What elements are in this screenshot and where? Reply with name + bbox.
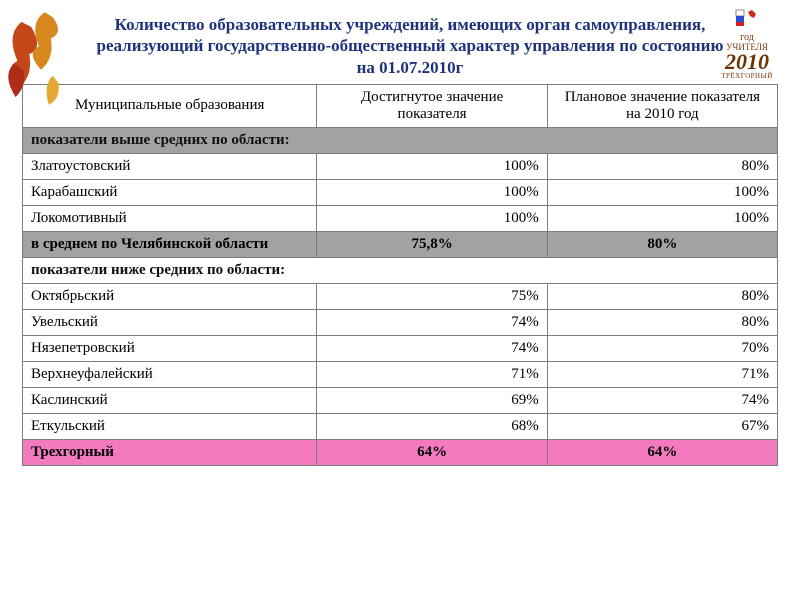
table-row: Еткульский 68% 67% <box>23 413 778 439</box>
table-row: Златоустовский 100% 80% <box>23 153 778 179</box>
achieved-value: 69% <box>317 387 547 413</box>
section-below: показатели ниже средних по области: <box>23 257 778 283</box>
achieved-value: 71% <box>317 361 547 387</box>
avg-plan: 80% <box>547 231 777 257</box>
indicators-table: Муниципальные образования Достигнутое зн… <box>22 84 778 466</box>
muni-name: Увельский <box>23 309 317 335</box>
table-row: Карабашский 100% 100% <box>23 179 778 205</box>
muni-name: Карабашский <box>23 179 317 205</box>
highlight-achieved: 64% <box>317 439 547 465</box>
slide: год УЧИТЕЛЯ 2010 ТРЁХГОРНЫЙ Количество о… <box>0 0 800 600</box>
plan-value: 80% <box>547 283 777 309</box>
table-header-row: Муниципальные образования Достигнутое зн… <box>23 84 778 127</box>
achieved-value: 74% <box>317 335 547 361</box>
avg-name: в среднем по Челябинской области <box>23 231 317 257</box>
plan-value: 80% <box>547 309 777 335</box>
table-row: Каслинский 69% 74% <box>23 387 778 413</box>
table-row: Локомотивный 100% 100% <box>23 205 778 231</box>
achieved-value: 100% <box>317 205 547 231</box>
plan-value: 70% <box>547 335 777 361</box>
col-achieved: Достигнутое значение показателя <box>317 84 547 127</box>
table-row: Увельский 74% 80% <box>23 309 778 335</box>
logo-sub: ТРЁХГОРНЫЙ <box>712 72 782 80</box>
plan-value: 74% <box>547 387 777 413</box>
plan-value: 100% <box>547 179 777 205</box>
achieved-value: 74% <box>317 309 547 335</box>
logo-year: 2010 <box>712 52 782 72</box>
achieved-value: 100% <box>317 179 547 205</box>
muni-name: Октябрьский <box>23 283 317 309</box>
muni-name: Каслинский <box>23 387 317 413</box>
section-above: показатели выше средних по области: <box>23 127 778 153</box>
table-row: Верхнеуфалейский 71% 71% <box>23 361 778 387</box>
achieved-value: 100% <box>317 153 547 179</box>
muni-name: Нязепетровский <box>23 335 317 361</box>
muni-name: Верхнеуфалейский <box>23 361 317 387</box>
muni-name: Еткульский <box>23 413 317 439</box>
section-below-label: показатели ниже средних по области: <box>23 257 778 283</box>
year-of-teacher-logo: год УЧИТЕЛЯ 2010 ТРЁХГОРНЫЙ <box>712 8 782 80</box>
row-highlight: Трехгорный 64% 64% <box>23 439 778 465</box>
section-above-label: показатели выше средних по области: <box>23 127 778 153</box>
achieved-value: 75% <box>317 283 547 309</box>
row-region-average: в среднем по Челябинской области 75,8% 8… <box>23 231 778 257</box>
page-title: Количество образовательных учреждений, и… <box>70 14 730 78</box>
plan-value: 80% <box>547 153 777 179</box>
highlight-plan: 64% <box>547 439 777 465</box>
col-plan: Плановое значение показателя на 2010 год <box>547 84 777 127</box>
logo-flag-icon <box>734 8 760 28</box>
achieved-value: 68% <box>317 413 547 439</box>
plan-value: 71% <box>547 361 777 387</box>
table-row: Октябрьский 75% 80% <box>23 283 778 309</box>
highlight-name: Трехгорный <box>23 439 317 465</box>
muni-name: Локомотивный <box>23 205 317 231</box>
col-muni: Муниципальные образования <box>23 84 317 127</box>
avg-achieved: 75,8% <box>317 231 547 257</box>
plan-value: 67% <box>547 413 777 439</box>
plan-value: 100% <box>547 205 777 231</box>
table-row: Нязепетровский 74% 70% <box>23 335 778 361</box>
muni-name: Златоустовский <box>23 153 317 179</box>
